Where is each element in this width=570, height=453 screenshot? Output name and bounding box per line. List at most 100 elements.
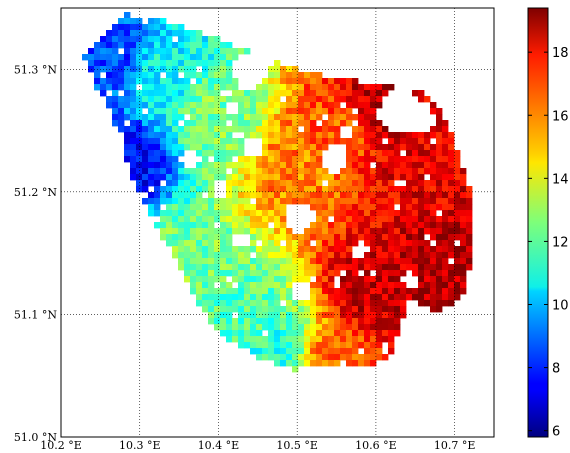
heatmap-cell	[202, 114, 209, 121]
heatmap-cell	[280, 84, 287, 91]
heatmap-cell	[424, 258, 431, 265]
heatmap-cell	[346, 210, 353, 217]
heatmap-cell	[148, 24, 155, 31]
heatmap-cell	[226, 264, 233, 271]
heatmap-cell	[316, 348, 323, 355]
heatmap-cell	[232, 120, 239, 127]
heatmap-cell	[376, 216, 383, 223]
heatmap-cell	[292, 252, 299, 259]
heatmap-cell	[334, 312, 341, 319]
heatmap-cell	[190, 36, 197, 43]
heatmap-cell	[166, 144, 173, 151]
heatmap-cell	[304, 138, 311, 145]
heatmap-cell	[418, 198, 425, 205]
heatmap-cell	[256, 276, 263, 283]
heatmap-cell	[454, 276, 461, 283]
heatmap-cell	[172, 252, 179, 259]
heatmap-cell	[166, 240, 173, 247]
heatmap-cell	[364, 282, 371, 289]
heatmap-cell	[148, 72, 155, 79]
heatmap-cell	[400, 210, 407, 217]
heatmap-cell	[202, 102, 209, 109]
heatmap-cell	[352, 90, 359, 97]
heatmap-cell	[220, 222, 227, 229]
heatmap-cell	[298, 192, 305, 199]
heatmap-cell	[358, 258, 365, 265]
heatmap-cell	[142, 72, 149, 79]
heatmap-cell	[250, 330, 257, 337]
heatmap-cell	[130, 24, 137, 31]
heatmap-cell	[418, 180, 425, 187]
heatmap-cell	[274, 168, 281, 175]
heatmap-cell	[316, 84, 323, 91]
heatmap-cell	[262, 204, 269, 211]
heatmap-cell	[268, 234, 275, 241]
heatmap-cell	[214, 96, 221, 103]
heatmap-cell	[226, 312, 233, 319]
heatmap-cell	[310, 312, 317, 319]
heatmap-cell	[214, 300, 221, 307]
heatmap-cell	[190, 204, 197, 211]
heatmap-cell	[394, 192, 401, 199]
heatmap-cell	[112, 114, 119, 121]
heatmap-cell	[256, 108, 263, 115]
heatmap-cell	[418, 96, 425, 103]
heatmap-cell	[292, 270, 299, 277]
heatmap-cell	[454, 282, 461, 289]
heatmap-cell	[346, 150, 353, 157]
heatmap-cell	[244, 246, 251, 253]
heatmap-cell	[412, 180, 419, 187]
x-tick-label: 10.6 °E	[355, 439, 397, 452]
heatmap-cell	[136, 150, 143, 157]
heatmap-cell	[148, 168, 155, 175]
heatmap-cell	[310, 126, 317, 133]
heatmap-cell	[226, 48, 233, 55]
heatmap-cell	[364, 348, 371, 355]
heatmap-cell	[256, 330, 263, 337]
heatmap-cell	[130, 42, 137, 49]
heatmap-cell	[316, 72, 323, 79]
heatmap-cell	[196, 150, 203, 157]
heatmap-cell	[142, 48, 149, 55]
heatmap-cell	[232, 222, 239, 229]
heatmap-cell	[400, 312, 407, 319]
heatmap-cell	[424, 138, 431, 145]
heatmap-cell	[118, 102, 125, 109]
heatmap-cell	[268, 84, 275, 91]
heatmap-cell	[382, 288, 389, 295]
heatmap-cell	[322, 228, 329, 235]
heatmap-cell	[136, 18, 143, 25]
heatmap-cell	[328, 288, 335, 295]
heatmap-cell	[382, 84, 389, 91]
heatmap-cell	[460, 246, 467, 253]
heatmap-cell	[268, 132, 275, 139]
heatmap-cell	[280, 324, 287, 331]
heatmap-cell	[190, 246, 197, 253]
heatmap-cell	[394, 228, 401, 235]
heatmap-cell	[178, 240, 185, 247]
heatmap-cell	[454, 192, 461, 199]
heatmap-cell	[136, 102, 143, 109]
heatmap-cell	[292, 84, 299, 91]
heatmap-cell	[442, 258, 449, 265]
heatmap-cell	[400, 198, 407, 205]
heatmap-cell	[172, 150, 179, 157]
heatmap-cells	[82, 12, 473, 373]
heatmap-cell	[304, 192, 311, 199]
heatmap-cell	[274, 78, 281, 85]
heatmap-cell	[172, 144, 179, 151]
heatmap-cell	[370, 108, 377, 115]
heatmap-cell	[358, 174, 365, 181]
heatmap-cell	[322, 144, 329, 151]
heatmap-cell	[424, 132, 431, 139]
heatmap-cell	[388, 156, 395, 163]
heatmap-cell	[202, 246, 209, 253]
heatmap-cell	[286, 330, 293, 337]
heatmap-cell	[262, 216, 269, 223]
heatmap-cell	[244, 258, 251, 265]
heatmap-cell	[286, 234, 293, 241]
heatmap-cell	[166, 216, 173, 223]
heatmap-cell	[286, 312, 293, 319]
heatmap-cell	[316, 192, 323, 199]
heatmap-cell	[232, 204, 239, 211]
